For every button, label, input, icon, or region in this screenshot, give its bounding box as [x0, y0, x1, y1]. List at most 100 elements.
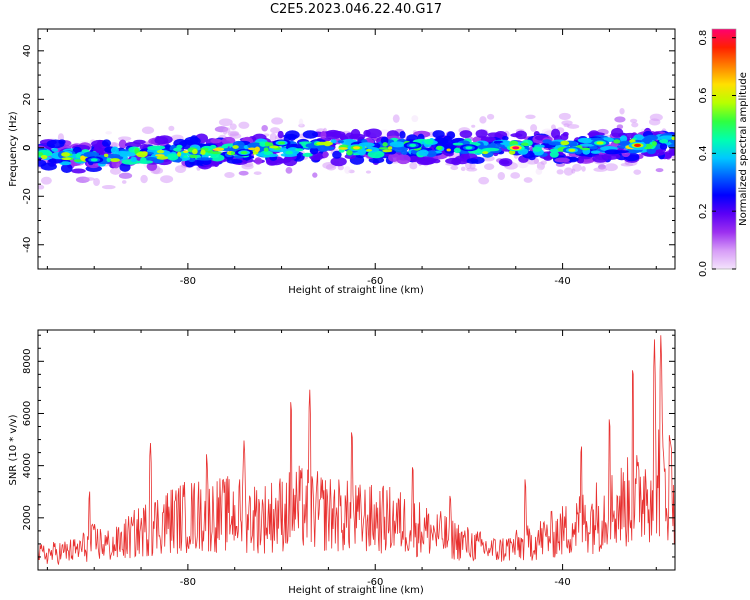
- heatmap-blob: [196, 157, 213, 161]
- heatmap-blob: [658, 135, 675, 140]
- heatmap-blob: [38, 184, 45, 190]
- heatmap-blob: [659, 143, 668, 150]
- heatmap-blob: [426, 150, 437, 158]
- heatmap-blob: [459, 130, 473, 138]
- heatmap-blob: [589, 145, 598, 150]
- heatmap-blob: [475, 129, 488, 139]
- heatmap-blob: [75, 153, 81, 159]
- heatmap-blob: [593, 167, 608, 172]
- heatmap-blob: [525, 114, 536, 119]
- heatmap-blob: [645, 134, 659, 141]
- heatmap-blob: [106, 157, 111, 163]
- heatmap-blob: [466, 158, 479, 164]
- colorbar-tick-label: 0.8: [698, 30, 709, 46]
- heatmap-hotspot: [634, 143, 642, 147]
- heatmap-blob: [118, 172, 133, 179]
- heatmap-blob: [332, 150, 342, 159]
- heatmap-blob: [285, 167, 293, 174]
- heatmap-blob: [155, 154, 165, 157]
- heatmap-blob: [452, 142, 464, 146]
- heatmap-blob: [619, 107, 625, 115]
- heatmap-blob: [302, 130, 319, 139]
- heatmap-blob: [338, 147, 348, 150]
- heatmap-hotspot: [90, 158, 98, 162]
- heatmap-blob: [411, 115, 419, 123]
- heatmap-blob: [222, 128, 228, 135]
- heatmap-blob: [133, 139, 146, 145]
- heatmap-blob: [118, 139, 127, 149]
- heatmap-blob: [479, 116, 487, 124]
- heatmap-blob: [229, 131, 239, 136]
- heatmap-blob: [93, 177, 100, 187]
- heatmap-hotspot: [353, 146, 360, 150]
- heatmap-blob: [563, 167, 574, 176]
- heatmap-blob: [130, 156, 137, 163]
- heatmap-blob: [183, 150, 189, 154]
- heatmap-blob: [323, 146, 335, 151]
- heatmap-blob: [581, 165, 586, 172]
- heatmap-blob: [140, 174, 148, 184]
- heatmap-blob: [365, 170, 372, 174]
- x-tick-label: -40: [554, 276, 570, 287]
- heatmap-blob: [482, 151, 489, 155]
- heatmap-blob: [532, 146, 542, 152]
- heatmap-blob: [633, 169, 642, 175]
- heatmap-blob: [566, 124, 580, 129]
- heatmap-blob: [177, 151, 182, 157]
- heatmap-blob: [144, 156, 158, 161]
- y-tick-label: 20: [22, 93, 33, 106]
- heatmap-blob: [497, 171, 506, 181]
- heatmap-blob: [302, 152, 313, 157]
- heatmap-blob: [399, 131, 406, 139]
- heatmap-blob: [613, 139, 621, 144]
- heatmap-blob: [271, 117, 284, 125]
- snr-series-line: [38, 335, 675, 565]
- figure-title: C2E5.2023.046.22.40.G17: [269, 2, 443, 17]
- heatmap-blob: [209, 144, 217, 149]
- heatmap-blob: [140, 156, 147, 164]
- heatmap-blob: [153, 158, 165, 164]
- heatmap-blob: [450, 165, 459, 171]
- heatmap-blob: [418, 149, 429, 156]
- colorbar: 0.0 0.2 0.4 0.6 0.8 Normalized spectral ampl…: [698, 28, 749, 277]
- spectrogram-y-axis-label: Frequency (Hz): [8, 111, 19, 187]
- heatmap-blob: [156, 149, 165, 154]
- heatmap-blob: [61, 157, 72, 161]
- colorbar-gradient: [712, 29, 736, 269]
- heatmap-blob: [105, 131, 112, 135]
- heatmap-blob: [659, 139, 669, 144]
- heatmap-blob: [277, 130, 284, 139]
- heatmap-blob: [232, 145, 239, 149]
- heatmap-blob: [502, 135, 509, 141]
- colorbar-tick-label: 0.6: [698, 88, 709, 104]
- heatmap-blob: [210, 151, 222, 155]
- heatmap-blob: [166, 153, 179, 161]
- heatmap-blob: [189, 135, 199, 146]
- colorbar-tick-label: 0.4: [698, 145, 709, 161]
- heatmap-blob: [382, 149, 393, 153]
- snr-ticks: -80 -60 -40 2000 4000 6000 8000: [22, 330, 675, 588]
- heatmap-blob: [109, 167, 122, 175]
- heatmap-blob: [566, 156, 579, 163]
- heatmap-blob: [322, 150, 329, 159]
- heatmap-blob: [38, 152, 44, 156]
- heatmap-blob: [541, 128, 554, 135]
- colorbar-frame: [711, 28, 737, 270]
- heatmap-blob: [40, 162, 57, 171]
- heatmap-blob: [141, 126, 155, 134]
- heatmap-blob: [536, 161, 545, 171]
- heatmap-blob: [365, 128, 382, 139]
- heatmap-blob: [259, 141, 267, 147]
- heatmap-blob: [558, 112, 571, 121]
- y-tick-label: 40: [22, 44, 33, 57]
- heatmap-blob: [83, 151, 100, 157]
- y-tick-label: 8000: [22, 349, 33, 374]
- heatmap-blob: [173, 147, 182, 152]
- heatmap-blob: [248, 147, 257, 151]
- spectrogram-frame: [37, 28, 676, 270]
- heatmap-blob: [619, 135, 628, 143]
- heatmap-blob: [471, 124, 476, 128]
- heatmap-blob: [160, 175, 174, 184]
- heatmap-blob: [110, 146, 119, 155]
- heatmap-blob: [191, 148, 198, 155]
